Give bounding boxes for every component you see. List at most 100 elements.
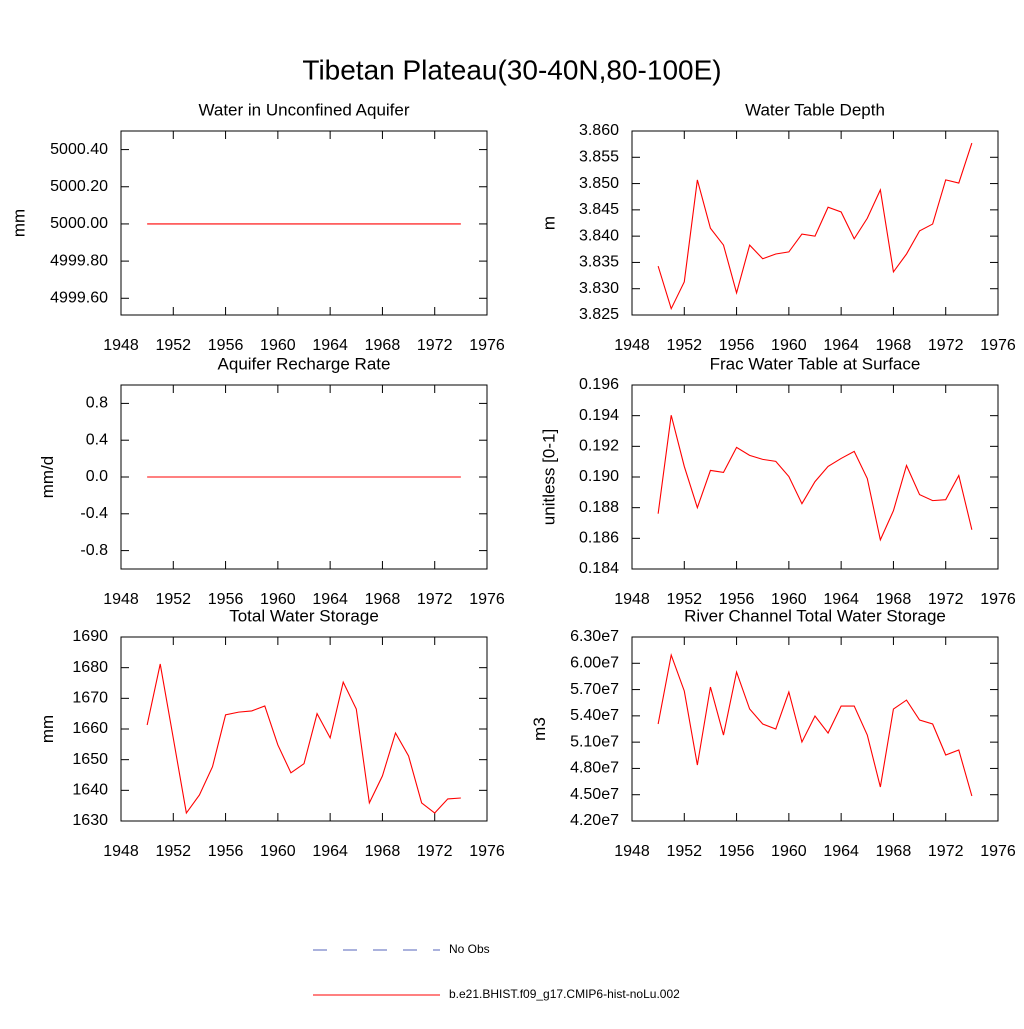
x-tick-label: 1964: [823, 843, 859, 860]
x-tick-label: 1960: [771, 843, 807, 860]
x-tick-label: 1972: [928, 843, 964, 860]
panel-title: Water Table Depth: [745, 100, 885, 119]
y-tick-label: 4.80e7: [570, 760, 619, 777]
x-tick-label: 1976: [980, 843, 1016, 860]
x-tick-label: 1964: [312, 843, 348, 860]
y-tick-label: 0.196: [579, 376, 619, 393]
y-tick-label: 3.835: [579, 254, 619, 271]
y-tick-label: 4.50e7: [570, 786, 619, 803]
x-tick-label: 1972: [928, 591, 964, 608]
y-tick-label: 1670: [72, 690, 108, 707]
plot-frame: [631, 130, 999, 316]
y-axis-label: mm: [9, 209, 28, 237]
y-tick-label: 3.855: [579, 149, 619, 166]
panel-title: River Channel Total Water Storage: [684, 606, 946, 625]
x-tick-label: 1968: [876, 337, 912, 354]
x-tick-label: 1964: [312, 591, 348, 608]
y-tick-label: 5.70e7: [570, 681, 619, 698]
x-tick-label: 1952: [155, 843, 191, 860]
x-tick-label: 1976: [469, 843, 505, 860]
data-line: [657, 142, 973, 311]
y-tick-label: 1650: [72, 751, 108, 768]
x-tick-label: 1956: [719, 591, 755, 608]
y-tick-label: 1660: [72, 720, 108, 737]
x-tick-label: 1948: [614, 591, 650, 608]
x-tick-label: 1948: [103, 337, 139, 354]
y-axis-label: m: [539, 216, 558, 230]
y-tick-label: 0.190: [579, 468, 619, 485]
y-tick-label: 5.40e7: [570, 707, 619, 724]
data-line: [657, 415, 973, 542]
x-tick-label: 1956: [208, 337, 244, 354]
y-tick-label: 4999.80: [50, 252, 108, 269]
y-tick-label: 3.830: [579, 280, 619, 297]
y-tick-label: 0.186: [579, 530, 619, 547]
x-tick-label: 1948: [103, 591, 139, 608]
x-tick-label: 1972: [417, 337, 453, 354]
x-tick-label: 1956: [719, 337, 755, 354]
x-tick-label: 1956: [208, 843, 244, 860]
y-tick-label: 1690: [72, 628, 108, 645]
y-axis-label: m3: [530, 717, 549, 741]
y-tick-label: 0.188: [579, 499, 619, 516]
plot-frame: [120, 636, 488, 822]
x-tick-label: 1960: [260, 337, 296, 354]
x-tick-label: 1952: [666, 337, 702, 354]
x-tick-label: 1960: [260, 591, 296, 608]
x-tick-label: 1968: [876, 843, 912, 860]
figure-title: Tibetan Plateau(30-40N,80-100E): [302, 54, 721, 85]
x-tick-label: 1972: [417, 843, 453, 860]
x-tick-label: 1972: [417, 591, 453, 608]
y-tick-label: -0.8: [80, 542, 108, 559]
x-tick-label: 1960: [771, 337, 807, 354]
legend-label: b.e21.BHIST.f09_g17.CMIP6-hist-noLu.002: [449, 987, 680, 1001]
panel-title: Water in Unconfined Aquifer: [198, 100, 409, 119]
y-tick-label: 0.0: [86, 468, 108, 485]
x-tick-label: 1948: [614, 337, 650, 354]
panel-title: Aquifer Recharge Rate: [218, 354, 391, 373]
y-tick-label: 5000.20: [50, 178, 108, 195]
y-tick-label: 5000.00: [50, 215, 108, 232]
y-tick-label: 0.4: [86, 431, 108, 448]
x-tick-label: 1960: [771, 591, 807, 608]
y-tick-label: 1640: [72, 782, 108, 799]
y-tick-label: 3.860: [579, 122, 619, 139]
x-tick-label: 1968: [876, 591, 912, 608]
x-tick-label: 1964: [312, 337, 348, 354]
plot-frame: [631, 384, 999, 570]
panel-title: Total Water Storage: [229, 606, 379, 625]
y-tick-label: 6.00e7: [570, 655, 619, 672]
x-tick-label: 1960: [260, 843, 296, 860]
y-tick-label: 6.30e7: [570, 628, 619, 645]
y-tick-label: -0.4: [80, 505, 108, 522]
y-tick-label: 3.825: [579, 306, 619, 323]
y-tick-label: 3.845: [579, 201, 619, 218]
x-tick-label: 1968: [365, 843, 401, 860]
x-tick-label: 1952: [666, 591, 702, 608]
y-tick-label: 3.840: [579, 227, 619, 244]
x-tick-label: 1948: [103, 843, 139, 860]
y-axis-label: mm/d: [38, 456, 57, 499]
x-tick-label: 1976: [980, 591, 1016, 608]
y-tick-label: 5.10e7: [570, 733, 619, 750]
x-tick-label: 1952: [155, 591, 191, 608]
y-tick-label: 5000.40: [50, 141, 108, 158]
y-tick-label: 0.184: [579, 560, 619, 577]
x-tick-label: 1976: [980, 337, 1016, 354]
y-tick-label: 0.192: [579, 438, 619, 455]
y-tick-label: 0.8: [86, 395, 108, 412]
data-line: [657, 652, 973, 797]
plot-frame: [631, 636, 999, 822]
legend-label: No Obs: [449, 942, 490, 956]
y-tick-label: 4999.60: [50, 289, 108, 306]
data-line: [146, 663, 461, 815]
y-axis-label: mm: [38, 715, 57, 743]
x-tick-label: 1956: [719, 843, 755, 860]
y-tick-label: 3.850: [579, 175, 619, 192]
y-tick-label: 1630: [72, 812, 108, 829]
x-tick-label: 1976: [469, 591, 505, 608]
x-tick-label: 1976: [469, 337, 505, 354]
x-tick-label: 1968: [365, 337, 401, 354]
x-tick-label: 1972: [928, 337, 964, 354]
